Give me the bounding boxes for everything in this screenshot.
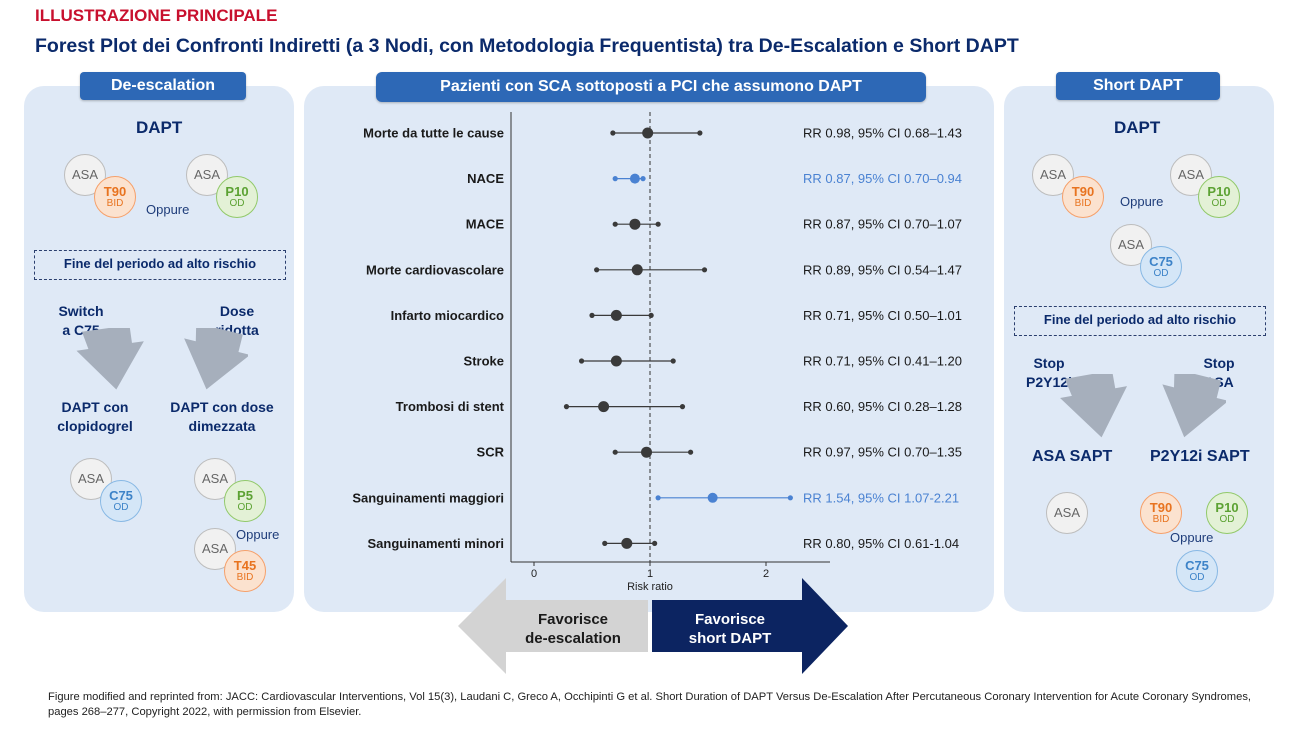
point-estimate — [641, 446, 653, 458]
point-estimate — [631, 264, 643, 276]
outcome-label: Morte cardiovascolare — [366, 262, 504, 277]
point-estimate — [629, 218, 641, 230]
ci-upper-cap — [655, 221, 661, 227]
center-panel — [304, 86, 994, 612]
x-tick-label: 2 — [763, 568, 769, 580]
ci-upper-cap — [652, 540, 658, 547]
rr-text: RR 0.80, 95% CI 0.61-1.04 — [803, 536, 959, 551]
outcome-label: NACE — [467, 171, 504, 186]
ci-upper-cap — [640, 176, 646, 182]
point-estimate — [598, 401, 610, 413]
left-panel-badge: De-escalation — [80, 72, 246, 100]
point-estimate — [610, 309, 622, 321]
favor-short-dapt-arrow — [652, 578, 848, 674]
outcome-label: Sanguinamenti maggiori — [352, 490, 504, 505]
left-c75-pill: C75 OD — [100, 480, 142, 522]
rr-text: RR 0.87, 95% CI 0.70–1.07 — [803, 217, 962, 232]
right-oppure-bottom: Oppure — [1170, 530, 1214, 545]
ci-lower-cap — [602, 540, 608, 547]
rr-text: RR 0.87, 95% CI 0.70–0.94 — [803, 171, 962, 186]
center-panel-badge: Pazienti con SCA sottoposti a PCI che as… — [376, 72, 926, 102]
page-title: Forest Plot dei Confronti Indiretti (a 3… — [35, 35, 1019, 57]
left-high-risk-box: Fine del periodo ad alto rischio — [34, 250, 286, 280]
ci-lower-cap — [612, 449, 618, 455]
rr-text: RR 0.97, 95% CI 0.70–1.35 — [803, 445, 962, 460]
left-t45-pill: T45 BID — [224, 550, 266, 592]
ci-lower-cap — [655, 495, 661, 501]
ci-lower-cap — [578, 358, 585, 364]
rr-text: RR 0.71, 95% CI 0.50–1.01 — [803, 308, 962, 323]
right-p10-pill: P10 OD — [1198, 176, 1240, 218]
point-estimate — [621, 537, 633, 549]
right-arrow-down-1 — [1060, 374, 1128, 438]
rr-text: RR 0.98, 95% CI 0.68–1.43 — [803, 126, 962, 141]
left-asa-pill-2: ASA — [186, 154, 228, 196]
favor-de-escalation-label: Favorisce de-escalation — [525, 611, 621, 647]
outcome-label: Infarto miocardico — [391, 308, 504, 323]
left-oppure-top: Oppure — [146, 202, 190, 217]
right-t90-pill-2: T90 BID — [1140, 492, 1182, 534]
left-t90-pill: T90 BID — [94, 176, 136, 218]
right-dapt-label: DAPT — [1114, 118, 1161, 137]
right-p2y-sapt-label: P2Y12i SAPT — [1150, 448, 1250, 465]
x-tick-label: 0 — [531, 568, 537, 580]
outcome-label: MACE — [466, 217, 505, 232]
ci-upper-cap — [670, 358, 676, 364]
favor-de-escalation-arrow — [458, 578, 648, 674]
right-panel-badge: Short DAPT — [1056, 72, 1220, 100]
ci-upper-cap — [648, 312, 654, 318]
right-p10-pill-2: P10 OD — [1206, 492, 1248, 534]
right-high-risk-box: Fine del periodo ad alto rischio — [1014, 306, 1266, 336]
ci-lower-cap — [612, 176, 618, 182]
right-c75-pill-2: C75 OD — [1176, 550, 1218, 592]
left-dapt-dose-label: DAPT con dose dimezzata — [170, 399, 274, 434]
point-estimate — [707, 492, 718, 503]
ci-upper-cap — [787, 495, 793, 501]
right-asa-pill-3: ASA — [1110, 224, 1152, 266]
outcome-label: SCR — [477, 445, 505, 460]
ci-upper-cap — [679, 404, 686, 410]
ci-lower-cap — [563, 404, 570, 410]
rr-text: RR 0.71, 95% CI 0.41–1.20 — [803, 354, 962, 369]
left-oppure-bottom: Oppure — [236, 527, 280, 542]
ci-lower-cap — [594, 267, 600, 273]
outcome-label: Trombosi di stent — [396, 399, 505, 414]
outcome-label: Morte da tutte le cause — [363, 126, 504, 141]
rr-text: RR 0.89, 95% CI 0.54–1.47 — [803, 262, 962, 277]
favor-short-dapt-label: Favorisce short DAPT — [688, 611, 772, 647]
left-p10-pill: P10 OD — [216, 176, 258, 218]
ci-lower-cap — [589, 312, 595, 318]
right-asa-sapt-label: ASA SAPT — [1032, 448, 1113, 465]
ci-upper-cap — [688, 449, 694, 455]
ci-upper-cap — [697, 130, 703, 136]
ci-upper-cap — [701, 267, 708, 273]
left-dapt-clopi-label: DAPT con clopidogrel — [57, 399, 133, 434]
left-p5-pill: P5 OD — [224, 480, 266, 522]
point-estimate — [610, 355, 622, 367]
footer-citation: Figure modified and reprinted from: JACC… — [48, 691, 1252, 718]
right-asa-pill-4: ASA — [1046, 492, 1088, 534]
right-t90-pill: T90 BID — [1062, 176, 1104, 218]
outcome-label: Sanguinamenti minori — [367, 536, 504, 551]
rr-text: RR 0.60, 95% CI 0.28–1.28 — [803, 399, 962, 414]
point-estimate — [629, 173, 640, 184]
rr-text: RR 1.54, 95% CI 1.07-2.21 — [803, 490, 959, 505]
ci-lower-cap — [610, 130, 616, 136]
left-dapt-label: DAPT — [136, 118, 183, 137]
right-stop-p2y-label: Stop P2Y12i — [1026, 355, 1072, 390]
x-axis-label: Risk ratio — [627, 581, 673, 593]
point-estimate — [642, 127, 654, 139]
right-arrow-down-2 — [1162, 374, 1226, 438]
outcome-label: Stroke — [464, 354, 504, 369]
x-tick-label: 1 — [647, 568, 653, 580]
header-label: ILLUSTRAZIONE PRINCIPALE — [35, 6, 278, 25]
left-arrow-down-2 — [184, 328, 248, 390]
right-c75-pill-1: C75 OD — [1140, 246, 1182, 288]
ci-lower-cap — [612, 221, 618, 227]
left-arrow-down-1 — [76, 328, 144, 390]
right-oppure-top: Oppure — [1120, 194, 1164, 209]
